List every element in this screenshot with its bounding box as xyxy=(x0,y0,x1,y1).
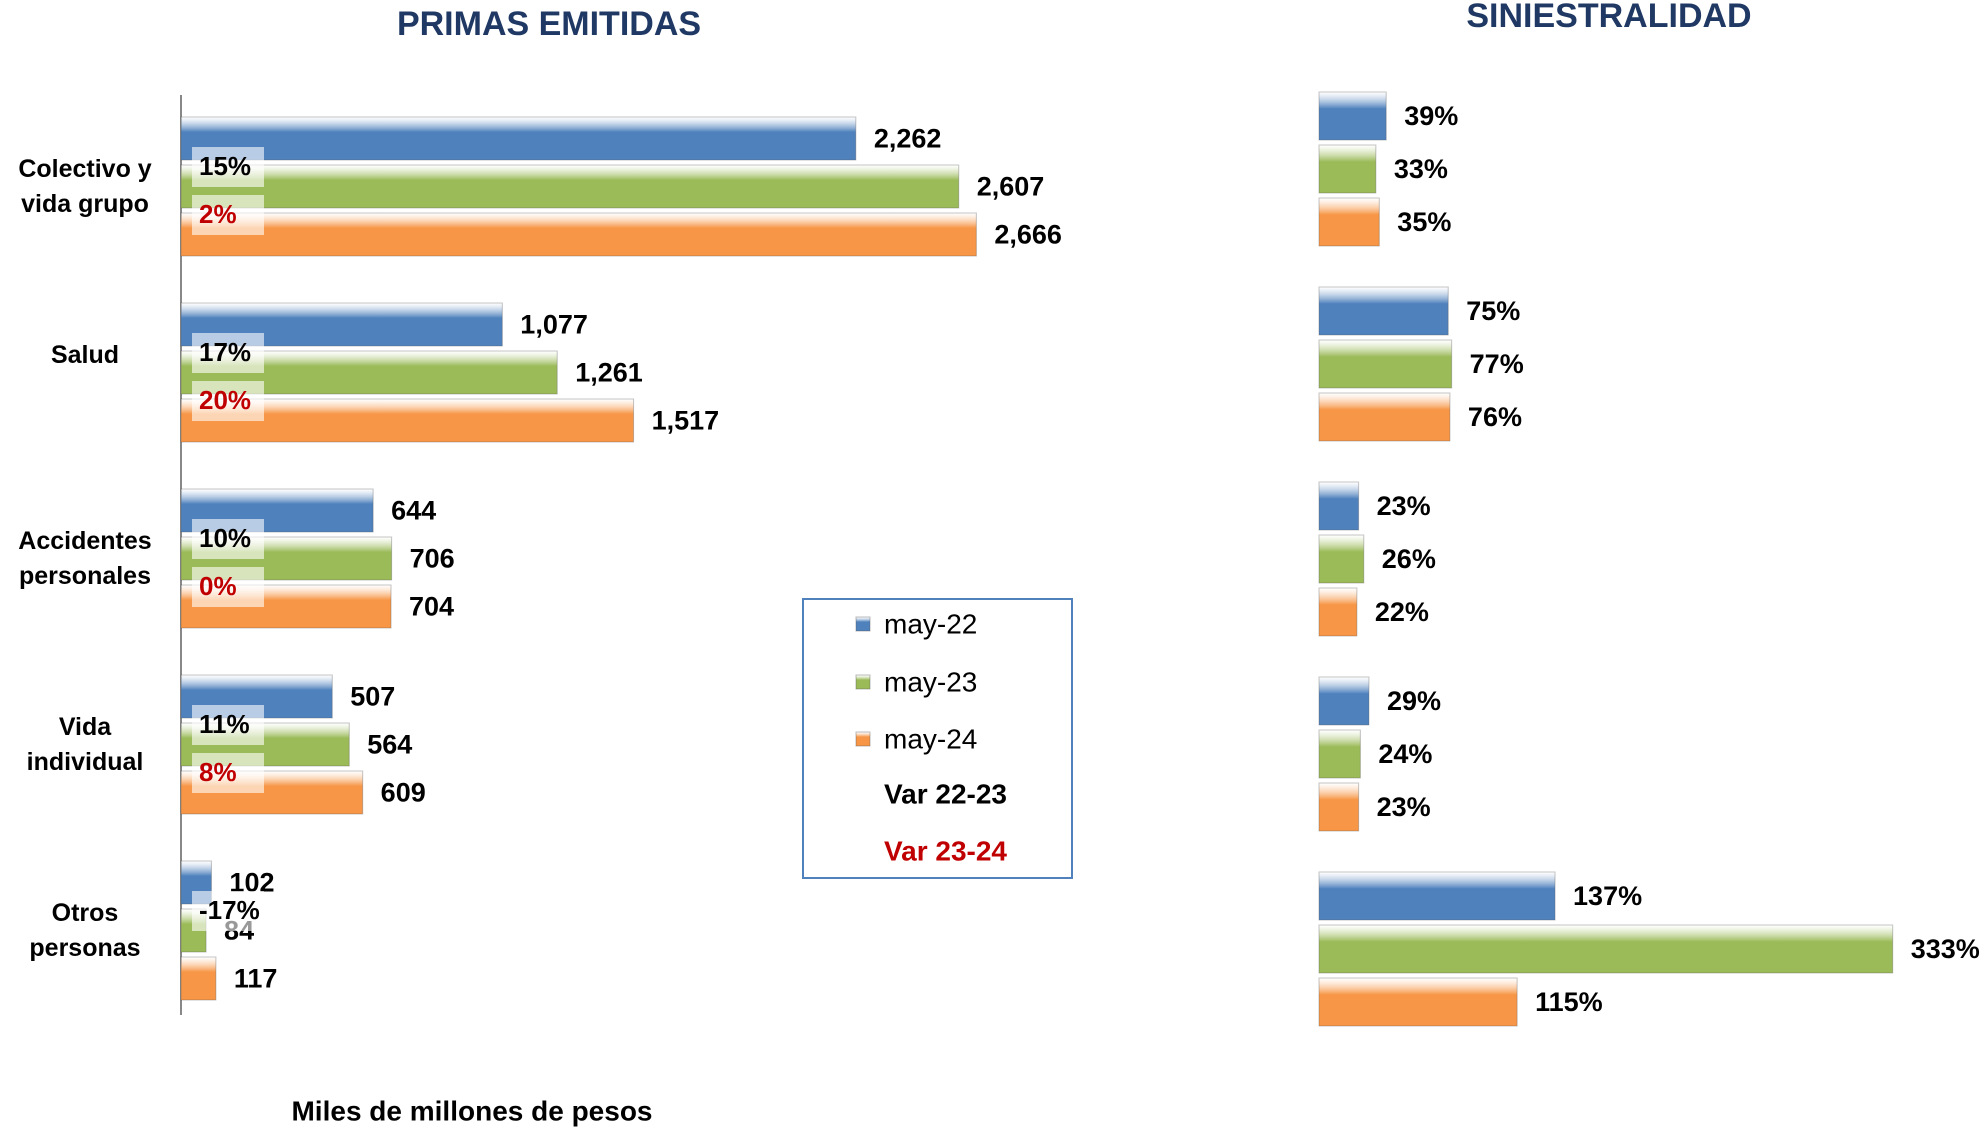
var-label-box xyxy=(192,891,264,931)
bar xyxy=(180,488,374,533)
var-label: 2% xyxy=(199,199,237,229)
value-label: 33% xyxy=(1394,154,1448,184)
legend-label: may-23 xyxy=(884,666,977,697)
bar xyxy=(1318,977,1518,1027)
bar xyxy=(1318,286,1449,336)
legend-marker xyxy=(855,674,871,690)
value-label: 23% xyxy=(1377,792,1431,822)
value-label: 26% xyxy=(1382,544,1436,574)
value-label: 564 xyxy=(367,730,412,760)
legend-label: may-24 xyxy=(884,723,977,754)
value-label: 1,077 xyxy=(520,310,588,340)
value-label: 115% xyxy=(1535,987,1603,1017)
value-label: 2,607 xyxy=(977,172,1045,202)
legend-label: Var 22-23 xyxy=(884,778,1007,809)
bar xyxy=(1318,144,1377,194)
value-label: 609 xyxy=(381,778,426,808)
bar xyxy=(180,212,977,257)
value-label: 35% xyxy=(1397,207,1451,237)
value-label: 76% xyxy=(1468,402,1522,432)
value-label: 22% xyxy=(1375,597,1429,627)
value-label: 75% xyxy=(1466,296,1520,326)
var-label-box xyxy=(192,333,264,373)
chart-title: PRIMAS EMITIDAS xyxy=(397,5,701,43)
value-label: 1,517 xyxy=(652,406,720,436)
bar xyxy=(180,164,960,209)
value-label: 704 xyxy=(409,592,454,622)
var-label: 15% xyxy=(199,151,251,181)
value-label: 644 xyxy=(391,496,436,526)
x-axis-label: Miles de millones de pesos xyxy=(291,1095,652,1126)
bar xyxy=(1318,924,1894,974)
value-label: 2,262 xyxy=(874,124,942,154)
var-label-box xyxy=(192,567,264,607)
value-label: 2,666 xyxy=(994,220,1062,250)
value-label: 29% xyxy=(1387,686,1441,716)
bar xyxy=(1318,392,1451,442)
legend-label: may-22 xyxy=(884,608,977,639)
value-label: 24% xyxy=(1378,739,1432,769)
value-label: 706 xyxy=(410,544,455,574)
category-label: Accidentes personales xyxy=(18,526,152,590)
bar xyxy=(180,956,217,1001)
var-label-box xyxy=(192,195,264,235)
value-label: 333% xyxy=(1911,934,1980,964)
var-label: 11% xyxy=(199,709,250,739)
value-label: 77% xyxy=(1470,349,1524,379)
bar xyxy=(1318,676,1370,726)
chart-title: SINIESTRALIDAD xyxy=(1466,0,1751,35)
value-label: 1,261 xyxy=(575,358,643,388)
bar xyxy=(1318,871,1556,921)
bar xyxy=(1318,534,1365,584)
bar xyxy=(1318,782,1360,832)
var-label: 0% xyxy=(199,571,237,601)
value-label: 507 xyxy=(350,682,395,712)
value-label: 23% xyxy=(1377,491,1431,521)
bar xyxy=(180,116,857,161)
var-label: 20% xyxy=(199,385,251,415)
bar xyxy=(1318,481,1360,531)
var-label: -17% xyxy=(199,895,260,925)
bar xyxy=(1318,339,1453,389)
var-label-box xyxy=(192,381,264,421)
category-label: Vida individual xyxy=(26,712,144,776)
value-label: 137% xyxy=(1573,881,1642,911)
bar xyxy=(1318,729,1361,779)
legend-box xyxy=(802,598,1073,879)
value-label: 117 xyxy=(234,964,278,994)
category-label: Otros personas xyxy=(29,898,141,962)
category-label: Colectivo y vida grupo xyxy=(18,154,152,218)
legend-marker xyxy=(855,731,871,747)
var-label-box xyxy=(192,753,264,793)
legend-label: Var 23-24 xyxy=(884,835,1007,866)
value-label: 39% xyxy=(1404,101,1458,131)
bar xyxy=(1318,587,1358,637)
var-label-box xyxy=(192,705,264,745)
var-label: 8% xyxy=(199,757,237,787)
var-label: 17% xyxy=(199,337,251,367)
bar xyxy=(1318,91,1387,141)
var-label: 10% xyxy=(199,523,251,553)
var-label-box xyxy=(192,147,264,187)
var-label-box xyxy=(192,519,264,559)
category-label: Salud xyxy=(50,340,120,369)
bar xyxy=(1318,197,1380,247)
legend-marker xyxy=(855,616,871,632)
